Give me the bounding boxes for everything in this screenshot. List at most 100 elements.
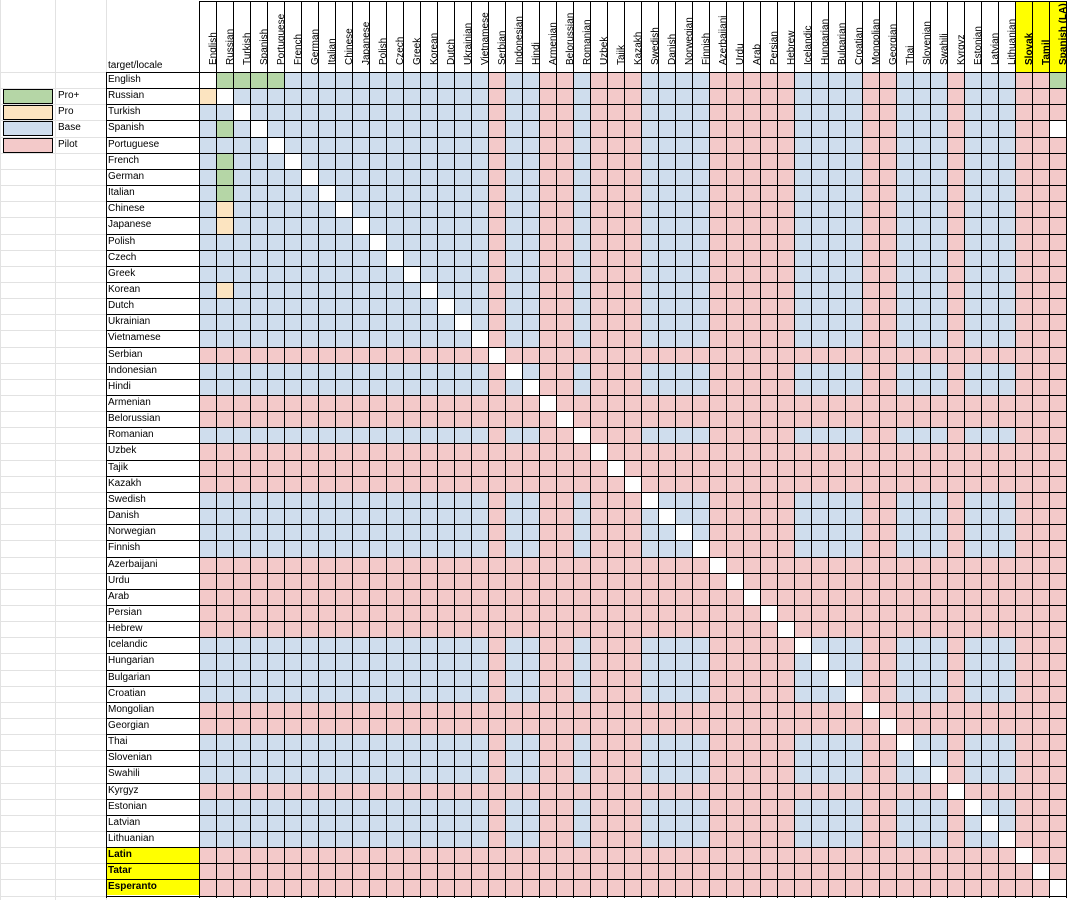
matrix-cell[interactable] — [488, 169, 505, 185]
matrix-cell[interactable] — [318, 734, 335, 750]
matrix-cell[interactable] — [641, 879, 658, 896]
matrix-cell[interactable] — [845, 540, 862, 557]
matrix-cell[interactable] — [471, 573, 488, 589]
matrix-cell[interactable] — [335, 508, 352, 524]
matrix-cell[interactable] — [216, 557, 233, 573]
matrix-cell[interactable] — [743, 347, 760, 363]
matrix-cell[interactable] — [964, 88, 981, 104]
matrix-cell[interactable] — [794, 201, 811, 217]
matrix-cell[interactable] — [641, 799, 658, 815]
matrix-cell[interactable] — [471, 605, 488, 621]
matrix-cell[interactable] — [335, 427, 352, 443]
matrix-cell[interactable] — [216, 460, 233, 476]
matrix-cell[interactable] — [352, 330, 369, 347]
matrix-cell[interactable] — [301, 104, 318, 120]
row-header-romanian[interactable]: Romanian — [108, 429, 154, 440]
matrix-cell[interactable] — [964, 573, 981, 589]
matrix-cell[interactable] — [1032, 766, 1049, 783]
matrix-cell[interactable] — [1032, 88, 1049, 104]
matrix-cell[interactable] — [250, 847, 267, 863]
matrix-cell[interactable] — [505, 879, 522, 896]
matrix-cell[interactable] — [573, 621, 590, 637]
matrix-cell[interactable] — [522, 686, 539, 702]
matrix-cell[interactable] — [1015, 540, 1032, 557]
matrix-cell[interactable] — [267, 702, 284, 718]
matrix-cell[interactable] — [471, 427, 488, 443]
matrix-cell[interactable] — [607, 234, 624, 250]
matrix-cell[interactable] — [199, 411, 216, 427]
matrix-cell[interactable] — [1049, 379, 1066, 395]
matrix-cell[interactable] — [573, 266, 590, 282]
matrix-cell[interactable] — [811, 540, 828, 557]
matrix-cell[interactable] — [743, 702, 760, 718]
matrix-cell[interactable] — [947, 573, 964, 589]
matrix-cell[interactable] — [947, 185, 964, 201]
matrix-cell[interactable] — [726, 411, 743, 427]
matrix-cell[interactable] — [777, 217, 794, 234]
matrix-cell[interactable] — [828, 169, 845, 185]
matrix-cell[interactable] — [539, 443, 556, 460]
matrix-cell[interactable] — [930, 702, 947, 718]
matrix-cell[interactable] — [233, 573, 250, 589]
matrix-cell[interactable] — [726, 508, 743, 524]
matrix-cell[interactable] — [301, 524, 318, 540]
matrix-cell[interactable] — [1015, 201, 1032, 217]
matrix-cell[interactable] — [386, 540, 403, 557]
matrix-cell[interactable] — [607, 766, 624, 783]
matrix-cell[interactable] — [760, 217, 777, 234]
matrix-cell[interactable] — [811, 379, 828, 395]
row-header-belorussian[interactable]: Belorussian — [108, 413, 161, 424]
matrix-cell[interactable] — [199, 815, 216, 831]
matrix-cell[interactable] — [743, 831, 760, 847]
matrix-cell[interactable] — [335, 411, 352, 427]
matrix-cell[interactable] — [471, 783, 488, 799]
matrix-cell[interactable] — [403, 379, 420, 395]
matrix-cell[interactable] — [760, 492, 777, 508]
matrix-cell[interactable] — [556, 879, 573, 896]
matrix-cell[interactable] — [199, 104, 216, 120]
matrix-cell[interactable] — [403, 234, 420, 250]
matrix-cell[interactable] — [386, 799, 403, 815]
matrix-cell[interactable] — [488, 589, 505, 605]
matrix-cell[interactable] — [199, 734, 216, 750]
row-header-uzbek[interactable]: Uzbek — [108, 445, 137, 456]
matrix-cell[interactable] — [471, 443, 488, 460]
matrix-cell[interactable] — [811, 847, 828, 863]
matrix-cell[interactable] — [641, 298, 658, 314]
matrix-cell[interactable] — [998, 799, 1015, 815]
matrix-cell[interactable] — [488, 185, 505, 201]
matrix-cell[interactable] — [233, 686, 250, 702]
matrix-cell[interactable] — [845, 282, 862, 298]
matrix-cell[interactable] — [709, 508, 726, 524]
matrix-cell[interactable] — [675, 557, 692, 573]
matrix-cell[interactable] — [590, 314, 607, 330]
matrix-cell[interactable] — [386, 314, 403, 330]
matrix-cell[interactable] — [352, 443, 369, 460]
matrix-cell[interactable] — [964, 589, 981, 605]
matrix-cell[interactable] — [437, 508, 454, 524]
matrix-cell[interactable] — [522, 411, 539, 427]
matrix-cell[interactable] — [233, 72, 250, 88]
matrix-cell[interactable] — [539, 879, 556, 896]
matrix-cell[interactable] — [607, 783, 624, 799]
matrix-cell[interactable] — [471, 298, 488, 314]
matrix-cell[interactable] — [216, 104, 233, 120]
matrix-cell[interactable] — [760, 379, 777, 395]
matrix-cell[interactable] — [590, 621, 607, 637]
matrix-cell[interactable] — [403, 217, 420, 234]
matrix-cell[interactable] — [760, 234, 777, 250]
matrix-cell[interactable] — [607, 799, 624, 815]
row-header-mongolian[interactable]: Mongolian — [108, 704, 155, 715]
matrix-cell[interactable] — [403, 573, 420, 589]
matrix-cell[interactable] — [420, 734, 437, 750]
matrix-cell[interactable] — [199, 863, 216, 879]
matrix-cell[interactable] — [743, 637, 760, 653]
matrix-cell[interactable] — [437, 217, 454, 234]
matrix-cell[interactable] — [641, 201, 658, 217]
matrix-cell[interactable] — [675, 508, 692, 524]
matrix-cell[interactable] — [539, 653, 556, 670]
matrix-cell[interactable] — [369, 104, 386, 120]
matrix-cell[interactable] — [301, 234, 318, 250]
matrix-cell[interactable] — [539, 718, 556, 734]
matrix-cell[interactable] — [658, 427, 675, 443]
